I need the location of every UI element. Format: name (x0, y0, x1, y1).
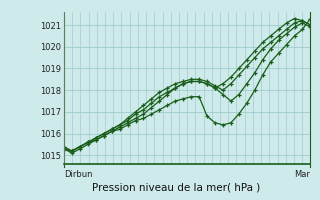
Text: Pression niveau de la mer( hPa ): Pression niveau de la mer( hPa ) (92, 182, 260, 192)
Text: Mar: Mar (294, 170, 310, 179)
Text: Dirbun: Dirbun (64, 170, 92, 179)
